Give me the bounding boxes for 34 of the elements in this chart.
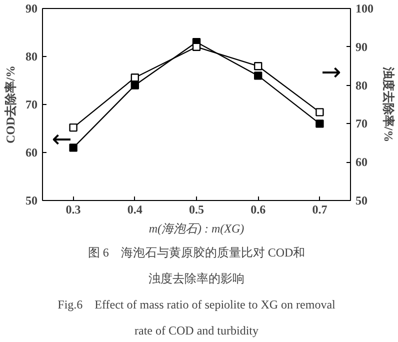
y2-tick-label: 100 xyxy=(356,2,374,16)
y2-tick-label: 60 xyxy=(356,155,368,170)
text: rate of COD and turbidity xyxy=(134,324,258,338)
x-tick-label: 0.3 xyxy=(66,202,81,216)
y-tick-label: 60 xyxy=(26,146,38,160)
y2-axis-title: 浊度去除率/% xyxy=(382,66,396,142)
caption: Fig.6 Effect of mass ratio of sepiolite to XG on removal xyxy=(58,298,336,312)
point xyxy=(130,74,139,82)
point xyxy=(130,81,139,90)
caption: 图 6 海泡石与黄原胶的质量比对 COD和 xyxy=(88,246,306,260)
text: 浊度去除率的影响 xyxy=(148,272,244,286)
point xyxy=(316,108,324,116)
y-tick-label: 50 xyxy=(26,194,38,208)
annotation: ← xyxy=(52,125,72,154)
point xyxy=(192,42,201,51)
annotation: → xyxy=(321,58,342,86)
point xyxy=(254,72,262,80)
point xyxy=(316,120,324,128)
point xyxy=(69,144,78,152)
y2-tick-label: 50 xyxy=(356,194,368,208)
y2-tick-label: 90 xyxy=(356,40,368,54)
x-axis-title: m(海泡石) : m(XG) xyxy=(148,222,244,236)
point xyxy=(69,123,78,132)
y-axis-title: COD去除率/% xyxy=(4,66,18,144)
x-tick-label: 0.6 xyxy=(250,202,266,216)
x-tick-label: 0.4 xyxy=(127,202,142,216)
y2-tick-label: 80 xyxy=(356,78,368,92)
x-tick-label: 0.5 xyxy=(189,202,204,216)
y-tick-label: 70 xyxy=(26,98,38,112)
y-tick-label: 80 xyxy=(26,50,38,64)
y-tick-label: 90 xyxy=(26,2,38,16)
y2-tick-label: 70 xyxy=(356,116,368,131)
point xyxy=(254,62,262,70)
x-tick-label: 0.7 xyxy=(312,202,328,216)
